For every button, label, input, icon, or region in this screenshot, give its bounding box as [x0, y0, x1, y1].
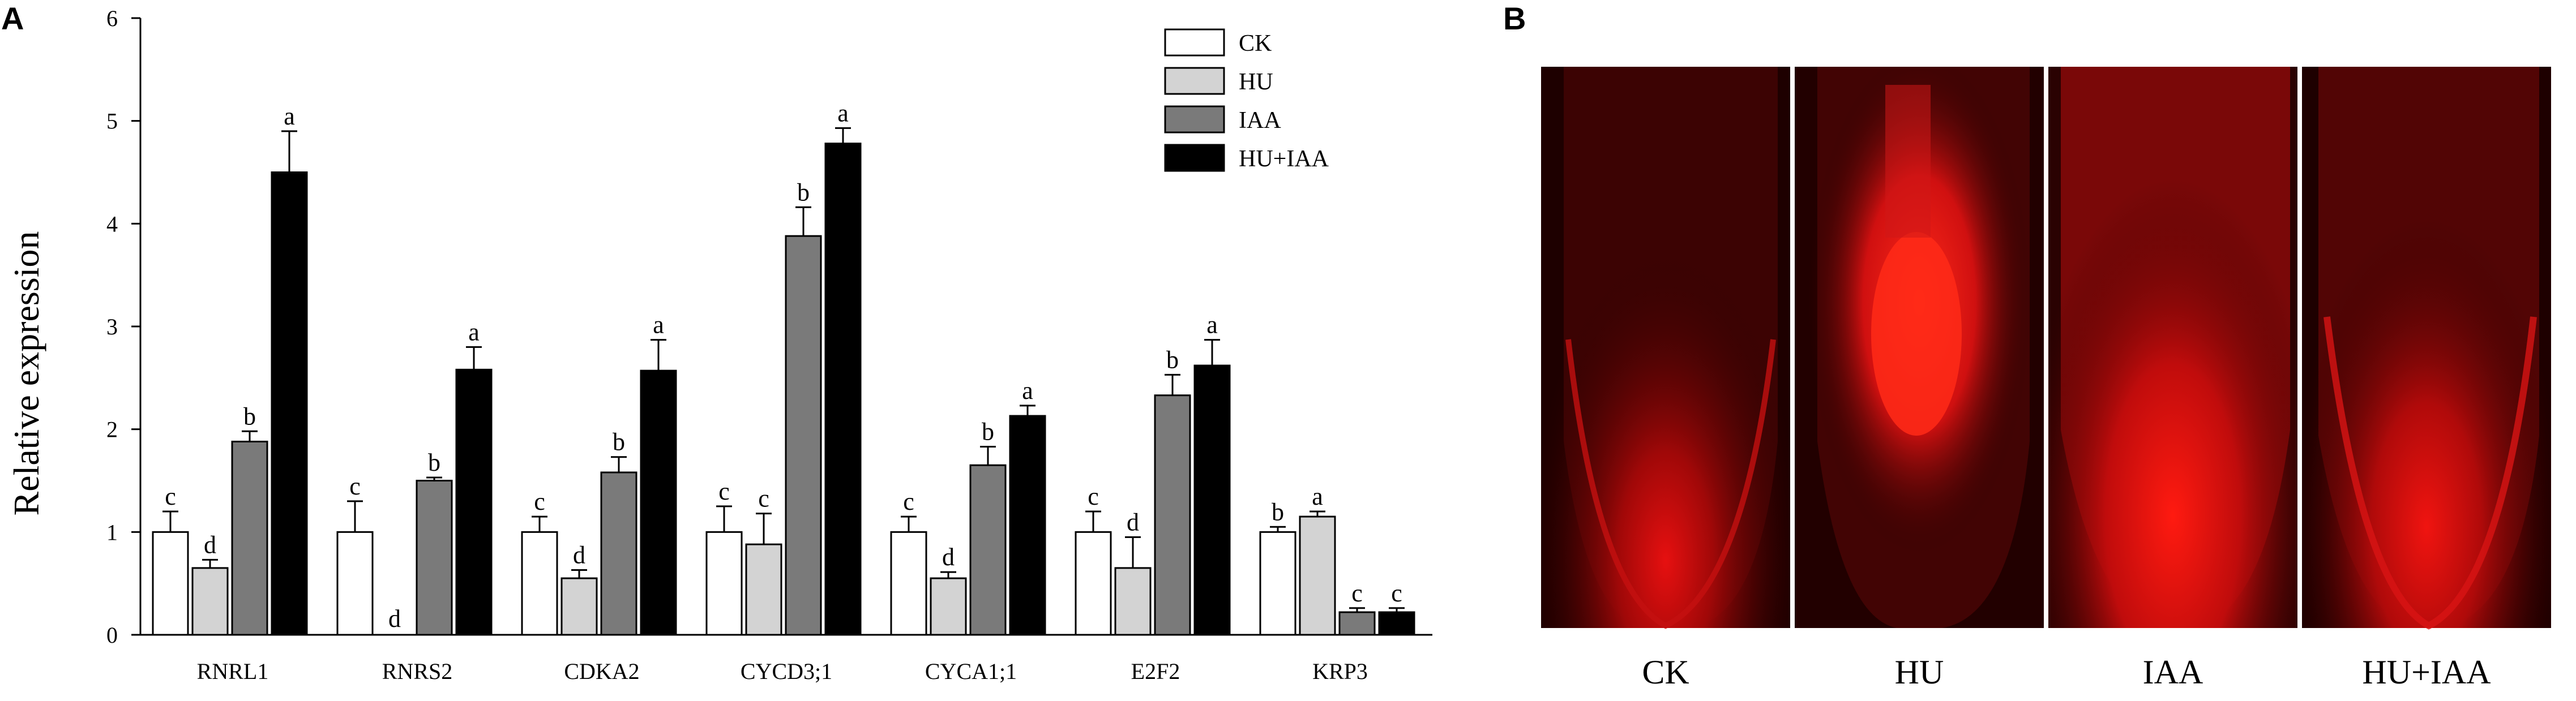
legend-swatch	[1164, 144, 1225, 172]
micrograph-iaa	[2048, 67, 2297, 628]
bar	[191, 567, 229, 636]
significance-letter: b	[428, 449, 440, 476]
panel-a-label: A	[1, 1, 24, 36]
bar	[745, 543, 782, 636]
significance-letter: d	[388, 605, 401, 633]
x-tick-label: CDKA2	[564, 659, 639, 684]
significance-letter: a	[468, 318, 480, 346]
micrograph-ck	[1541, 67, 1790, 629]
x-tick-label: CYCA1;1	[925, 659, 1017, 684]
bar	[705, 531, 743, 636]
significance-letter: c	[165, 483, 176, 510]
x-tick-label: E2F2	[1131, 659, 1180, 684]
panel-b-label: B	[1503, 1, 1526, 36]
legend-label: CK	[1239, 31, 1272, 57]
y-tick-label: 4	[106, 211, 118, 236]
significance-letter: c	[349, 472, 361, 500]
significance-letter: c	[534, 488, 545, 515]
bar	[1338, 611, 1376, 636]
significance-letter: a	[653, 311, 664, 339]
significance-letter: c	[1351, 579, 1363, 607]
y-tick-label: 2	[106, 417, 118, 442]
significance-letter: a	[1312, 483, 1323, 510]
x-tick-label: KRP3	[1312, 659, 1368, 684]
bar	[455, 368, 493, 636]
significance-letter: d	[1127, 508, 1139, 536]
bar	[785, 235, 822, 636]
micrograph-hu-iaa	[2302, 67, 2551, 630]
micrograph-hu	[1795, 67, 2044, 628]
bar	[1075, 531, 1112, 636]
legend-label: IAA	[1239, 107, 1281, 134]
legend-label: HU	[1239, 69, 1273, 95]
legend-swatch	[1164, 67, 1225, 95]
y-tick-label: 1	[106, 519, 118, 545]
bar	[930, 577, 967, 636]
caption-hu-iaa: HU+IAA	[2362, 653, 2491, 691]
legend-label: HU+IAA	[1239, 146, 1329, 172]
significance-letter: b	[1166, 346, 1179, 373]
bar	[600, 471, 637, 636]
significance-letter: b	[982, 418, 994, 446]
bar	[271, 171, 308, 636]
significance-letter: b	[1272, 498, 1284, 526]
significance-letter: a	[1206, 311, 1218, 339]
caption-ck: CK	[1642, 653, 1689, 691]
significance-letter: b	[797, 178, 810, 206]
bar	[416, 480, 453, 636]
significance-letter: b	[613, 428, 625, 456]
y-tick-label: 3	[106, 314, 118, 339]
caption-hu: HU	[1895, 653, 1944, 691]
x-tick-label: CYCD3;1	[741, 659, 832, 684]
significance-letter: a	[837, 99, 849, 127]
significance-letter: c	[903, 488, 914, 515]
x-tick-label: RNRL1	[197, 659, 269, 684]
micrograph-panel: CK HU IAA HU+IAA	[1541, 67, 2551, 691]
bar	[824, 143, 862, 636]
significance-letter: b	[243, 402, 256, 430]
bar	[560, 577, 598, 636]
bar	[1299, 515, 1336, 636]
significance-letter: c	[718, 478, 730, 505]
legend: CK HU IAA HU+IAA	[1164, 28, 1329, 172]
significance-letter: a	[284, 102, 295, 130]
legend-swatch	[1164, 28, 1225, 57]
bar	[640, 369, 677, 636]
bar	[231, 440, 268, 636]
bar	[1114, 567, 1152, 636]
significance-letter: a	[1022, 377, 1033, 405]
significance-letter: c	[1391, 579, 1402, 607]
y-tick-label: 0	[106, 622, 118, 648]
bar	[1009, 415, 1046, 636]
y-axis-label: Relative expression	[6, 231, 46, 516]
bar	[1154, 394, 1191, 636]
bar	[969, 464, 1007, 636]
bar	[336, 531, 374, 636]
bar	[152, 531, 189, 636]
bar	[890, 531, 927, 636]
y-tick-label: 5	[106, 109, 118, 134]
significance-letter: c	[758, 485, 769, 513]
bar	[1378, 611, 1415, 636]
significance-letter: d	[942, 543, 955, 571]
significance-letter: d	[204, 531, 216, 558]
x-tick-label: RNRS2	[382, 659, 453, 684]
significance-letter: d	[573, 541, 585, 569]
significance-letter: c	[1088, 483, 1099, 510]
bar	[1259, 531, 1296, 636]
y-tick-label: 6	[106, 6, 118, 31]
legend-swatch	[1164, 105, 1225, 134]
bar	[1193, 364, 1231, 636]
caption-iaa: IAA	[2143, 653, 2203, 691]
bar	[521, 531, 558, 636]
